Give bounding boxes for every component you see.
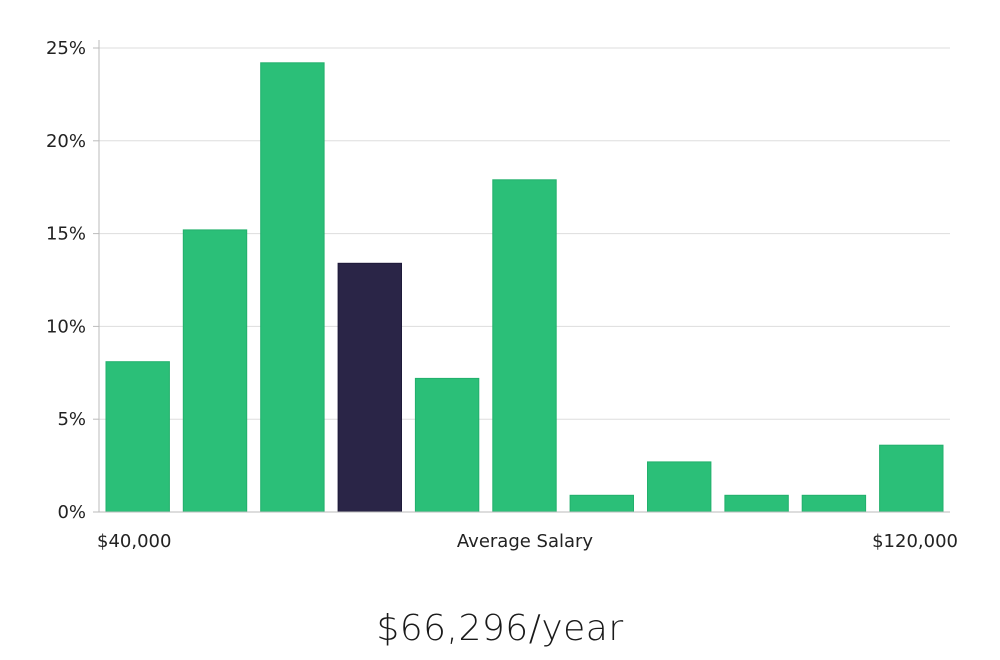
salary-histogram: 0%5%10%15%20%25% $40,000 Average Salary …	[46, 38, 958, 552]
histogram-bar	[801, 494, 867, 513]
histogram-bar	[879, 444, 944, 513]
histogram-bars	[105, 62, 944, 513]
y-axis-ticks: 0% 5% 10% 15% 20% 25%	[46, 38, 99, 523]
histogram-bar	[492, 179, 557, 513]
histogram-bar	[260, 62, 325, 513]
x-axis-title: Average Salary	[457, 531, 594, 552]
histogram-bar	[724, 494, 789, 513]
y-tick-label: 0%	[57, 502, 86, 523]
histogram-bar-highlighted	[337, 262, 403, 513]
histogram-bar	[647, 461, 712, 513]
average-salary: $66,296/year	[376, 608, 624, 649]
y-tick-label: 10%	[46, 316, 86, 337]
y-tick-label: 25%	[46, 38, 86, 59]
x-max-label: $120,000	[872, 531, 958, 552]
y-tick-label: 5%	[57, 409, 86, 430]
x-min-label: $40,000	[97, 531, 171, 552]
y-tick-label: 20%	[46, 131, 86, 152]
y-tick-label: 15%	[46, 224, 86, 245]
histogram-bar	[414, 377, 480, 513]
histogram-bar	[569, 494, 634, 513]
histogram-bar	[182, 229, 248, 513]
histogram-bar	[105, 361, 170, 513]
